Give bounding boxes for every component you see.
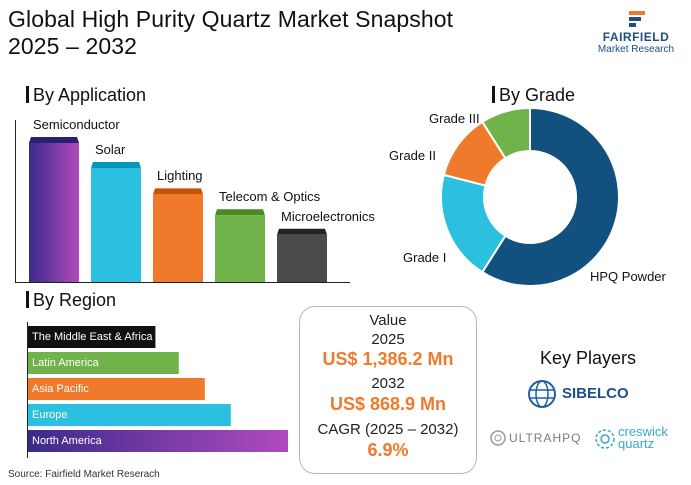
creswick-icon: [595, 429, 615, 449]
value-year-2025: 2025: [371, 331, 405, 348]
region-heading-text: By Region: [33, 290, 117, 310]
region-label-latin-america: Latin America: [32, 357, 99, 369]
region-axis: [27, 322, 28, 458]
region-heading: By Region: [26, 290, 116, 310]
slice-label-grade-i: Grade I: [403, 250, 447, 265]
cagr-value: 6.9%: [367, 440, 409, 460]
slice-hpq-powder: [480, 106, 620, 287]
ultrahpq-name: ULTRAHPQ: [509, 431, 582, 445]
title-line-1: Global High Purity Quartz Market Snapsho…: [8, 6, 454, 32]
title-line-2: 2025 – 2032: [8, 33, 138, 59]
heading-marker: [26, 291, 29, 308]
logo-name: FAIRFIELD: [602, 30, 670, 44]
ultrahpq-icon: [490, 430, 506, 446]
region-bar-north-america: [28, 430, 288, 452]
source-note: Source: Fairfield Market Reserach: [8, 469, 160, 480]
bar-cap: [215, 209, 265, 216]
page-title: Global High Purity Quartz Market Snapsho…: [8, 6, 453, 60]
region-bar-latin-america: [28, 352, 179, 374]
slice-label-hpq-powder: HPQ Powder: [590, 269, 666, 284]
region-label-north-america: North America: [32, 435, 102, 447]
value-year-2032: 2032: [371, 375, 405, 392]
bar-cap: [29, 137, 79, 143]
bar-cap: [91, 162, 141, 169]
bar-microelectronics: [277, 228, 327, 282]
bar-body: [215, 215, 265, 282]
fairfield-logo: FAIRFIELD Market Research: [588, 8, 684, 56]
creswick-logo: creswick quartz: [594, 424, 684, 454]
grade-heading: By Grade: [492, 85, 575, 105]
value-2032: US$ 868.9 Mn: [329, 394, 447, 414]
application-y-axis: [15, 120, 16, 283]
heading-marker: [26, 86, 29, 103]
sibelco-logo: SIBELCO: [527, 378, 637, 410]
bar-telecom-and-optics: [215, 209, 265, 282]
bar-cap: [153, 188, 203, 195]
bar-body: [91, 168, 141, 282]
market-value-box: Value 2025 US$ 1,386.2 Mn 2032 US$ 868.9…: [299, 306, 477, 474]
region-label-the-middle-east-and-africa: The Middle East & Africa: [32, 331, 153, 343]
bar-cap: [277, 228, 327, 235]
creswick-name: creswick quartz: [618, 424, 668, 451]
region-label-europe: Europe: [32, 409, 68, 421]
bar-label-solar: Solar: [95, 142, 126, 158]
key-players-title: Key Players: [540, 348, 637, 368]
bar-body: [29, 143, 79, 282]
region-label-asia-pacific: Asia Pacific: [32, 383, 89, 395]
value-2025: US$ 1,386.2 Mn: [322, 349, 454, 369]
bar-label-lighting: Lighting: [157, 168, 203, 184]
slice-label-grade-ii: Grade II: [389, 148, 436, 163]
globe-icon: [528, 380, 556, 408]
fairfield-logo-icon: [629, 11, 645, 27]
bar-body: [277, 234, 327, 282]
logo-subtitle: Market Research: [597, 44, 675, 55]
bar-body: [153, 194, 203, 282]
bar-lighting: [153, 188, 203, 282]
grade-heading-text: By Grade: [499, 85, 576, 105]
bar-label-semiconductor: Semiconductor: [33, 117, 120, 132]
region-bar-europe: [28, 404, 231, 426]
sibelco-name: SIBELCO: [562, 385, 629, 402]
region-bar-the-middle-east-and-africa: [28, 326, 156, 348]
ultrahpq-logo: ULTRAHPQ: [489, 425, 589, 451]
bar-semiconductor: [29, 137, 79, 282]
bar-label-telecom-and-optics: Telecom & Optics: [219, 189, 321, 205]
slice-grade-iii: [480, 106, 531, 160]
application-heading-text: By Application: [33, 85, 147, 105]
bar-solar: [91, 162, 141, 282]
slice-label-grade-iii: Grade III: [429, 111, 480, 126]
region-bar-asia-pacific: [28, 378, 205, 400]
value-label: Value: [369, 312, 407, 329]
application-x-axis: [15, 282, 350, 283]
application-heading: By Application: [26, 85, 146, 105]
bar-label-microelectronics: Microelectronics: [281, 208, 375, 224]
cagr-label: CAGR (2025 – 2032): [317, 421, 459, 438]
heading-marker: [492, 86, 495, 103]
